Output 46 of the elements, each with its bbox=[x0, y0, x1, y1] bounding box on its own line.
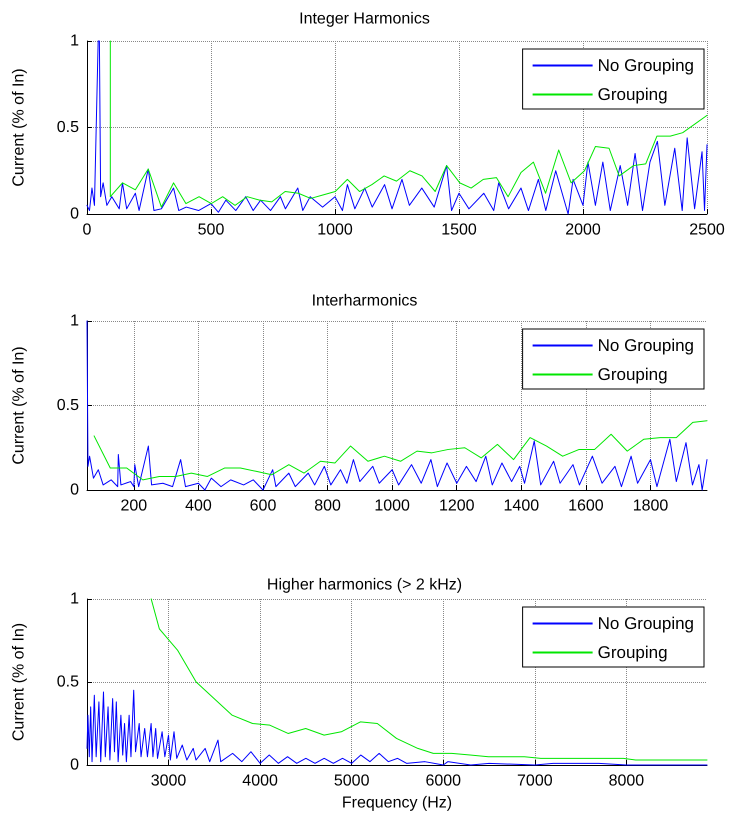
y-axis-title: Current (% of In) bbox=[10, 622, 28, 742]
x-tick-label: 1000 bbox=[317, 222, 353, 238]
legend-label: No Grouping bbox=[598, 614, 694, 633]
legend-label: Grouping bbox=[598, 85, 668, 104]
legend-label: No Grouping bbox=[598, 56, 694, 75]
x-tick-label: 0 bbox=[82, 222, 92, 238]
x-tick-label: 600 bbox=[250, 498, 276, 514]
y-tick-label: 1 bbox=[70, 312, 80, 330]
x-tick-label: 6000 bbox=[425, 772, 462, 790]
legend-label: Grouping bbox=[598, 365, 668, 384]
line-series bbox=[94, 420, 708, 480]
y-axis-title: Current (% of In) bbox=[10, 68, 28, 187]
x-tick-label: 1500 bbox=[441, 222, 477, 238]
x-tick-label: 4000 bbox=[242, 772, 278, 790]
line-series bbox=[86, 320, 708, 490]
x-tick-label: 2000 bbox=[565, 222, 601, 238]
y-tick-label: 0.5 bbox=[56, 397, 80, 414]
x-tick-label: 5000 bbox=[334, 772, 370, 790]
x-tick-label: 1400 bbox=[504, 498, 540, 514]
chart-title: Interharmonics bbox=[312, 292, 418, 310]
chart-title: Integer Harmonics bbox=[299, 10, 430, 28]
y-axis-title: Current (% of In) bbox=[10, 346, 28, 465]
chart-title: Higher harmonics (> 2 kHz) bbox=[266, 576, 462, 594]
x-tick-label: 1200 bbox=[438, 498, 475, 514]
x-tick-label: 1600 bbox=[568, 498, 604, 514]
x-tick-label: 200 bbox=[120, 498, 148, 514]
y-tick-label: 1 bbox=[70, 590, 80, 608]
x-tick-label: 800 bbox=[314, 498, 342, 514]
x-axis-title: Frequency (Hz) bbox=[342, 794, 452, 812]
x-tick-label: 400 bbox=[185, 498, 212, 514]
line-series bbox=[150, 598, 708, 761]
y-tick-label: 0.5 bbox=[56, 119, 80, 136]
x-tick-label: 1000 bbox=[374, 498, 410, 514]
x-tick-label: 3000 bbox=[150, 772, 186, 790]
y-tick-label: 0 bbox=[70, 482, 80, 498]
legend-label: No Grouping bbox=[598, 336, 694, 355]
y-tick-label: 1 bbox=[70, 32, 80, 50]
x-tick-label: 1800 bbox=[632, 498, 668, 514]
x-tick-label: 7000 bbox=[517, 772, 553, 790]
legend-label: Grouping bbox=[598, 643, 668, 662]
y-tick-label: 0 bbox=[70, 206, 80, 222]
x-tick-label: 2500 bbox=[689, 222, 725, 238]
y-tick-label: 0 bbox=[70, 756, 80, 774]
y-tick-label: 0.5 bbox=[56, 674, 80, 690]
x-tick-label: 500 bbox=[198, 222, 224, 238]
x-tick-label: 8000 bbox=[608, 772, 644, 790]
